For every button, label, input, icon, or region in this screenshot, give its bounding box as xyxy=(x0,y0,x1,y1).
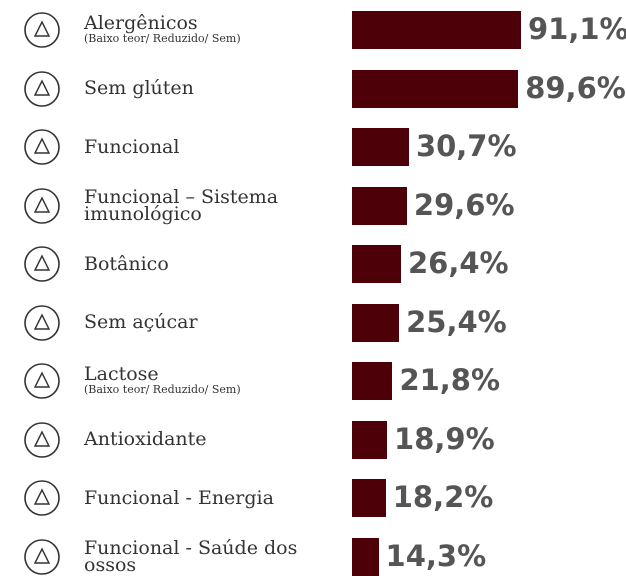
row: Funcional – Sistema imunológico 29,6% xyxy=(0,177,626,235)
icon xyxy=(24,12,60,48)
bar xyxy=(352,11,521,49)
category-label: Funcional xyxy=(84,135,298,158)
bar xyxy=(352,128,409,166)
category-note: (Baixo teor/ Reduzido/ Sem) xyxy=(84,382,241,396)
icon xyxy=(24,129,60,165)
bar xyxy=(352,362,393,400)
category-note: (Baixo teor/ Reduzido/ Sem) xyxy=(84,31,241,45)
row: Lactose (Baixo teor/ Reduzido/ Sem) 21,8% xyxy=(0,352,626,410)
row: Funcional - Saúde dos ossos 14,3% xyxy=(0,528,626,576)
bar xyxy=(352,420,388,459)
category-name: Funcional - Saúde dos ossos xyxy=(84,536,298,576)
value-label: 25,4% xyxy=(406,304,507,339)
row: Botânico 26,4% xyxy=(0,235,626,293)
icon xyxy=(24,363,60,399)
row: Funcional 30,7% xyxy=(0,118,626,176)
icon xyxy=(24,246,60,282)
icon xyxy=(24,187,60,224)
category-label: Alergênicos (Baixo teor/ Reduzido/ Sem) xyxy=(84,11,298,46)
bar xyxy=(352,479,386,517)
bar xyxy=(352,303,400,342)
row: Funcional - Energia 18,2% xyxy=(0,469,626,527)
value-label: 21,8% xyxy=(399,363,501,397)
category-label: Funcional - Energia xyxy=(84,486,298,509)
row: Antioxidante 18,9% xyxy=(0,411,626,469)
bar xyxy=(352,245,401,283)
value-label: 14,3% xyxy=(385,538,487,573)
icon xyxy=(24,70,60,107)
value-label: 18,9% xyxy=(394,421,495,456)
value-label: 29,6% xyxy=(413,187,515,222)
value-label: 89,6% xyxy=(525,70,626,105)
category-name: Botânico xyxy=(84,252,169,275)
icon xyxy=(24,421,60,458)
value-label: 26,4% xyxy=(407,246,509,280)
category-name: Alergênicos xyxy=(84,11,198,34)
category-name: Lactose xyxy=(84,362,159,385)
category-label: Lactose (Baixo teor/ Reduzido/ Sem) xyxy=(84,362,298,397)
category-label: Funcional – Sistema imunológico xyxy=(84,185,298,225)
category-label: Botânico xyxy=(84,252,298,275)
bar xyxy=(352,69,519,108)
category-label: Funcional - Saúde dos ossos xyxy=(84,536,298,576)
value-label: 91,1% xyxy=(527,12,626,46)
category-name: Funcional – Sistema imunológico xyxy=(84,185,279,225)
value-label: 18,2% xyxy=(392,480,494,514)
icon xyxy=(24,480,60,516)
bar xyxy=(352,186,407,225)
category-name: Sem açúcar xyxy=(84,311,198,333)
category-label: Antioxidante xyxy=(84,428,298,450)
category-name: Antioxidante xyxy=(84,428,207,450)
category-name: Sem glúten xyxy=(84,77,194,99)
category-label: Sem glúten xyxy=(84,77,298,99)
category-label: Sem açúcar xyxy=(84,311,298,333)
row: Sem glúten 89,6% xyxy=(0,60,626,118)
bar xyxy=(352,537,379,576)
icon xyxy=(24,538,60,575)
row: Alergênicos (Baixo teor/ Reduzido/ Sem) 91… xyxy=(0,1,626,59)
icon xyxy=(24,304,60,341)
row: Sem açúcar 25,4% xyxy=(0,294,626,352)
category-name: Funcional xyxy=(84,135,180,158)
value-label: 30,7% xyxy=(415,129,517,163)
category-name: Funcional - Energia xyxy=(84,486,274,509)
